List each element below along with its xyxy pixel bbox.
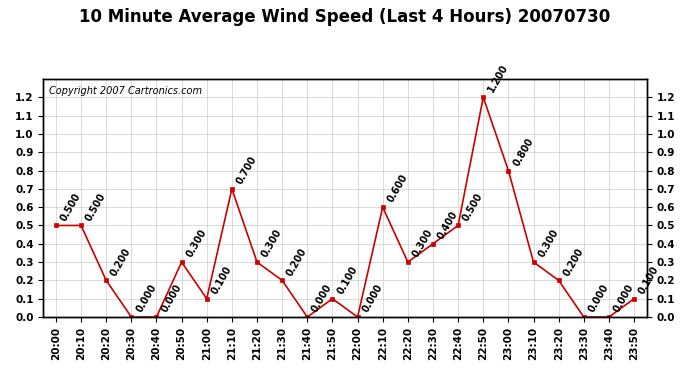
Text: 0.100: 0.100 xyxy=(210,264,233,296)
Text: 0.300: 0.300 xyxy=(536,228,560,259)
Text: 0.300: 0.300 xyxy=(411,228,435,259)
Text: 0.000: 0.000 xyxy=(360,283,384,314)
Text: 0.100: 0.100 xyxy=(637,264,661,296)
Text: 0.700: 0.700 xyxy=(235,154,259,186)
Text: 1.200: 1.200 xyxy=(486,63,510,94)
Text: 10 Minute Average Wind Speed (Last 4 Hours) 20070730: 10 Minute Average Wind Speed (Last 4 Hou… xyxy=(79,8,611,26)
Text: 0.400: 0.400 xyxy=(436,209,460,241)
Text: 0.100: 0.100 xyxy=(335,264,359,296)
Text: 0.200: 0.200 xyxy=(562,246,586,278)
Text: 0.800: 0.800 xyxy=(511,136,535,168)
Text: Copyright 2007 Cartronics.com: Copyright 2007 Cartronics.com xyxy=(50,86,202,96)
Text: 0.300: 0.300 xyxy=(184,228,208,259)
Text: 0.000: 0.000 xyxy=(612,283,635,314)
Text: 0.000: 0.000 xyxy=(159,283,184,314)
Text: 0.600: 0.600 xyxy=(386,173,410,204)
Text: 0.000: 0.000 xyxy=(586,283,611,314)
Text: 0.200: 0.200 xyxy=(109,246,133,278)
Text: 0.000: 0.000 xyxy=(134,283,158,314)
Text: 0.500: 0.500 xyxy=(59,191,83,223)
Text: 0.500: 0.500 xyxy=(83,191,108,223)
Text: 0.200: 0.200 xyxy=(285,246,309,278)
Text: 0.000: 0.000 xyxy=(310,283,334,314)
Text: 0.500: 0.500 xyxy=(461,191,485,223)
Text: 0.300: 0.300 xyxy=(260,228,284,259)
